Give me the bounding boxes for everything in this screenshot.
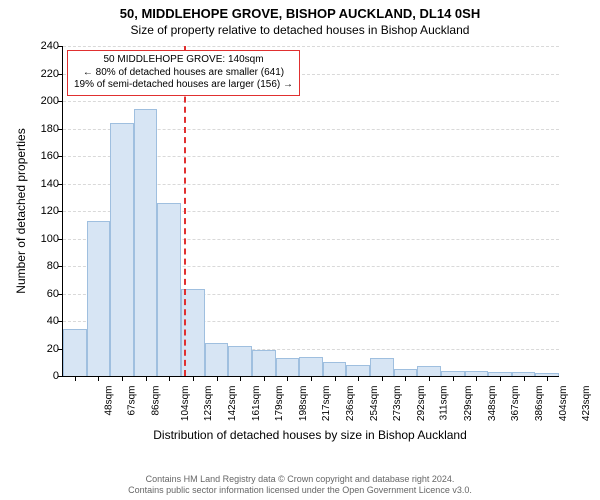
histogram-bar [205,343,229,376]
footer-attribution: Contains HM Land Registry data © Crown c… [0,474,600,497]
xtick-label: 217sqm [321,386,332,422]
xtick-mark [547,376,548,381]
xtick-label: 254sqm [369,386,380,422]
ytick-label: 40 [47,315,63,327]
xtick-mark [264,376,265,381]
xtick-label: 367sqm [510,386,521,422]
xtick-label: 273sqm [392,386,403,422]
xtick-mark [311,376,312,381]
xtick-mark [75,376,76,381]
ytick-label: 100 [41,233,63,245]
xtick-label: 423sqm [581,386,592,422]
xtick-mark [500,376,501,381]
plot-area: 02040608010012014016018020022024048sqm67… [62,46,559,377]
ytick-label: 160 [41,150,63,162]
xtick-label: 311sqm [439,386,450,421]
histogram-bar [87,221,111,376]
xtick-mark [405,376,406,381]
xtick-mark [217,376,218,381]
annotation-line: ← 80% of detached houses are smaller (64… [74,67,293,80]
ytick-label: 60 [47,288,63,300]
xtick-mark [358,376,359,381]
histogram-bar [394,369,418,376]
footer-line-2: Contains public sector information licen… [0,485,600,496]
xtick-mark [240,376,241,381]
chart-subtitle: Size of property relative to detached ho… [0,21,600,37]
xtick-label: 161sqm [251,386,262,422]
xtick-mark [193,376,194,381]
xtick-label: 292sqm [416,386,427,422]
xtick-label: 386sqm [534,386,545,422]
xtick-label: 236sqm [345,386,356,422]
xtick-label: 123sqm [203,386,214,422]
histogram-bar [276,358,300,376]
chart-container: 50, MIDDLEHOPE GROVE, BISHOP AUCKLAND, D… [0,0,600,500]
xtick-label: 348sqm [487,386,498,422]
xtick-mark [524,376,525,381]
xtick-mark [476,376,477,381]
x-axis-label: Distribution of detached houses by size … [62,428,558,442]
histogram-bar [417,366,441,376]
reference-line [184,46,186,376]
ytick-label: 140 [41,178,63,190]
xtick-label: 179sqm [274,386,285,422]
xtick-mark [429,376,430,381]
xtick-label: 142sqm [227,386,238,422]
ytick-label: 120 [41,205,63,217]
xtick-label: 198sqm [298,386,309,422]
xtick-label: 329sqm [463,386,474,422]
histogram-bar [370,358,394,376]
xtick-mark [169,376,170,381]
grid-line [63,101,559,102]
histogram-bar [63,329,87,376]
histogram-bar [299,357,323,376]
histogram-bar [346,365,370,376]
xtick-label: 86sqm [151,386,162,416]
ytick-label: 240 [41,40,63,52]
xtick-label: 67sqm [127,386,138,416]
xtick-label: 404sqm [558,386,569,422]
histogram-bar [157,203,181,376]
xtick-mark [98,376,99,381]
histogram-bar [134,109,158,376]
ytick-label: 180 [41,123,63,135]
y-axis-label: Number of detached properties [14,46,28,376]
xtick-mark [122,376,123,381]
xtick-mark [453,376,454,381]
xtick-mark [287,376,288,381]
grid-line [63,46,559,47]
xtick-label: 104sqm [180,386,191,422]
ytick-label: 220 [41,68,63,80]
footer-line-1: Contains HM Land Registry data © Crown c… [0,474,600,485]
ytick-label: 200 [41,95,63,107]
annotation-box: 50 MIDDLEHOPE GROVE: 140sqm← 80% of deta… [67,50,300,96]
xtick-mark [382,376,383,381]
annotation-line: 50 MIDDLEHOPE GROVE: 140sqm [74,54,293,67]
histogram-bar [228,346,252,376]
histogram-bar [252,350,276,376]
xtick-mark [335,376,336,381]
ytick-label: 20 [47,343,63,355]
ytick-label: 0 [53,370,63,382]
xtick-mark [146,376,147,381]
histogram-bar [323,362,347,376]
chart-title: 50, MIDDLEHOPE GROVE, BISHOP AUCKLAND, D… [0,0,600,21]
xtick-label: 48sqm [103,386,114,416]
histogram-bar [110,123,134,376]
annotation-line: 19% of semi-detached houses are larger (… [74,79,293,92]
ytick-label: 80 [47,260,63,272]
